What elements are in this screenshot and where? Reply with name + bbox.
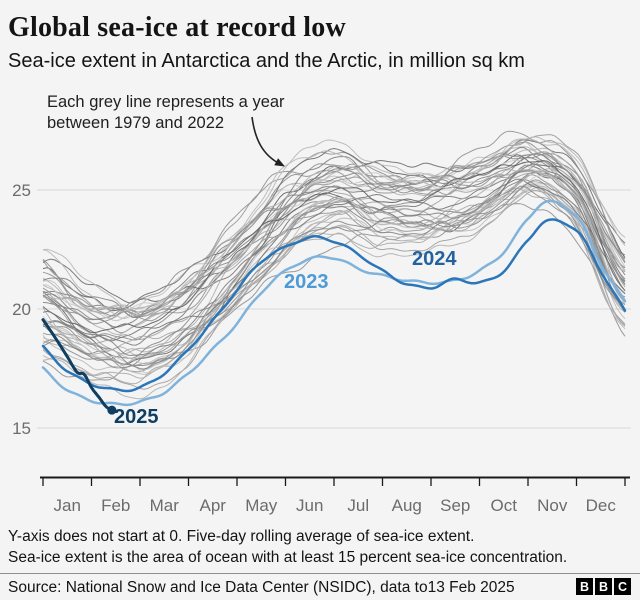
source-text: Source: National Snow and Ice Data Cente…	[8, 579, 515, 596]
annotation-line-2: between 1979 and 2022	[47, 114, 225, 132]
grey-year-line	[42, 163, 626, 356]
grey-year-line	[42, 147, 626, 310]
line-2025	[41, 318, 114, 412]
annotation-arrow	[251, 116, 285, 167]
grey-year-line	[42, 160, 626, 334]
bbc-logo-letter: B	[576, 578, 593, 595]
y-axis-tick-label: 20	[12, 300, 31, 319]
grey-year-line	[42, 146, 626, 328]
label-2024: 2024	[412, 248, 457, 270]
footer-divider	[0, 573, 640, 574]
footnotes: Y-axis does not start at 0. Five-day rol…	[8, 526, 567, 568]
x-axis-label: Jun	[296, 496, 323, 515]
footnote-2: Sea-ice extent is the area of ocean with…	[8, 549, 568, 566]
y-axis-tick-label: 15	[12, 419, 31, 438]
x-axis-label: Oct	[491, 496, 518, 515]
grey-year-line	[42, 151, 626, 325]
grey-year-line	[42, 184, 626, 375]
bbc-logo: B B C	[576, 578, 631, 595]
grey-year-line	[42, 159, 626, 320]
grey-year-line	[42, 138, 626, 320]
grey-year-line	[42, 203, 626, 381]
grey-year-line	[42, 179, 626, 359]
grey-year-line	[42, 169, 626, 365]
grey-lines-annotation: Each grey line represents a year between…	[47, 92, 285, 134]
grey-year-line	[42, 139, 626, 304]
grey-year-line	[42, 170, 626, 345]
x-axis-label: Aug	[392, 496, 422, 515]
grey-year-line	[42, 141, 626, 334]
page-title: Global sea-ice at record low	[8, 12, 346, 43]
x-axis-label: Nov	[537, 496, 568, 515]
grey-year-line	[42, 130, 626, 317]
x-axis: Jan Feb Mar Apr May Jun Jul Aug Sep Oct Nov Dec	[40, 476, 630, 515]
x-axis-label: Jul	[347, 496, 369, 515]
series-lines	[41, 199, 627, 415]
grey-year-line	[42, 175, 626, 374]
grey-year-line	[42, 172, 626, 365]
x-axis-label: Mar	[150, 496, 180, 515]
grey-year-line	[42, 185, 626, 357]
x-axis-label: Feb	[101, 496, 130, 515]
grey-year-line	[42, 171, 626, 370]
footnote-1: Y-axis does not start at 0. Five-day rol…	[8, 528, 475, 545]
bbc-logo-letter: B	[595, 578, 612, 595]
annotation-line-1: Each grey line represents a year	[47, 93, 285, 111]
latest-data-point	[107, 405, 117, 415]
grey-year-line	[42, 174, 626, 373]
grey-year-line	[42, 153, 626, 320]
line-2024	[41, 218, 627, 393]
label-2023: 2023	[284, 271, 329, 293]
y-axis-tick-label: 25	[12, 181, 31, 200]
grey-year-line	[42, 187, 626, 351]
bbc-logo-letter: C	[614, 578, 631, 595]
line-2023	[41, 199, 627, 407]
grey-year-line	[42, 139, 626, 322]
grey-year-line	[42, 185, 626, 369]
x-axis-label: Jan	[54, 496, 81, 515]
x-axis-label: Apr	[200, 496, 227, 515]
grey-year-line	[42, 178, 626, 342]
grey-year-lines	[42, 130, 626, 400]
grey-year-line	[42, 170, 626, 355]
chart-subtitle: Sea-ice extent in Antarctica and the Arc…	[8, 50, 525, 72]
grey-year-line	[42, 185, 626, 400]
grey-year-line	[42, 152, 626, 319]
x-axis-label: May	[245, 496, 278, 515]
gridlines: 25 20 15	[12, 181, 631, 438]
grey-year-line	[42, 190, 626, 390]
x-axis-label: Dec	[586, 496, 617, 515]
x-axis-label: Sep	[440, 496, 470, 515]
label-2025: 2025	[114, 406, 159, 428]
